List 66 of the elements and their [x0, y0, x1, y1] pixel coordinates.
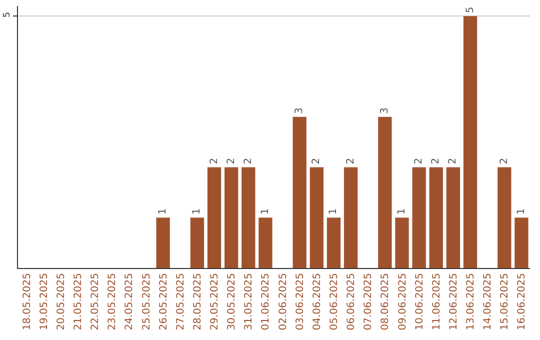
- data-label: 3: [294, 107, 306, 114]
- data-label: 1: [260, 208, 271, 215]
- bar: [190, 218, 204, 268]
- x-tick-label: 09.06.2025: [397, 273, 408, 330]
- bar: [156, 218, 170, 268]
- x-tick-label: 07.06.2025: [363, 273, 374, 330]
- data-label: 2: [448, 158, 459, 164]
- data-label: 2: [430, 158, 442, 164]
- x-tick-label: 15.06.2025: [500, 273, 511, 330]
- bar: [412, 167, 426, 268]
- data-label: 1: [158, 208, 169, 215]
- bar: [395, 218, 409, 268]
- x-tick-label: 23.05.2025: [107, 273, 118, 330]
- data-label: 1: [396, 208, 408, 215]
- bar: [463, 16, 478, 268]
- bar: [310, 167, 324, 268]
- x-tick-label: 13.06.2025: [466, 273, 477, 330]
- x-tick-label: 19.05.2025: [38, 273, 50, 330]
- x-tick-label: 27.05.2025: [175, 273, 186, 330]
- bar: [498, 167, 512, 268]
- x-tick-label: 10.06.2025: [414, 273, 426, 330]
- data-label: 2: [414, 158, 425, 164]
- x-tick-label: 16.06.2025: [516, 273, 528, 330]
- data-label: 2: [311, 158, 322, 164]
- x-tick-label: 26.05.2025: [158, 273, 170, 330]
- x-tick-label: 11.06.2025: [431, 273, 442, 330]
- bar: [224, 167, 238, 268]
- bar: [292, 116, 306, 268]
- bar: [258, 218, 272, 268]
- bar: [429, 167, 443, 268]
- bar: [207, 167, 222, 268]
- bar: [446, 167, 460, 268]
- data-label: 1: [516, 208, 527, 215]
- x-tick-label: 05.06.2025: [328, 273, 340, 330]
- x-tick-label: 06.06.2025: [346, 273, 358, 330]
- x-tick-label: 03.06.2025: [294, 273, 306, 330]
- bar: [326, 218, 341, 268]
- data-label: 1: [192, 208, 203, 215]
- data-label: 2: [498, 158, 510, 164]
- bar: [344, 167, 358, 268]
- data-label: 3: [379, 107, 390, 114]
- bar: [514, 218, 528, 268]
- x-tick-label: 01.06.2025: [260, 273, 272, 330]
- x-tick-label: 29.05.2025: [210, 273, 221, 330]
- data-label: 2: [208, 158, 220, 164]
- x-tick-label: 02.06.2025: [278, 273, 289, 330]
- x-tick-label: 22.05.2025: [90, 273, 102, 330]
- bar: [378, 116, 392, 268]
- x-tick-label: 31.05.2025: [244, 273, 255, 330]
- bar: [242, 167, 256, 268]
- x-tick-label: 30.05.2025: [226, 273, 238, 330]
- x-tick-label: 18.05.2025: [22, 273, 33, 330]
- x-tick-label: 24.05.2025: [124, 273, 136, 330]
- x-tick-label: 12.06.2025: [448, 273, 460, 330]
- data-label: 2: [242, 158, 254, 164]
- data-label: 1: [328, 208, 340, 215]
- data-label: 5: [464, 6, 476, 14]
- x-tick-label: 21.05.2025: [72, 273, 84, 330]
- x-tick-label: 20.05.2025: [56, 273, 67, 330]
- x-tick-label: 04.06.2025: [312, 273, 323, 330]
- x-tick-label: 08.06.2025: [380, 273, 392, 330]
- x-tick-label: 25.05.2025: [141, 273, 152, 330]
- x-tick-label: 14.06.2025: [482, 273, 494, 330]
- data-label: 2: [345, 158, 356, 164]
- data-label: 2: [226, 158, 237, 164]
- x-tick-label: 28.05.2025: [192, 273, 204, 330]
